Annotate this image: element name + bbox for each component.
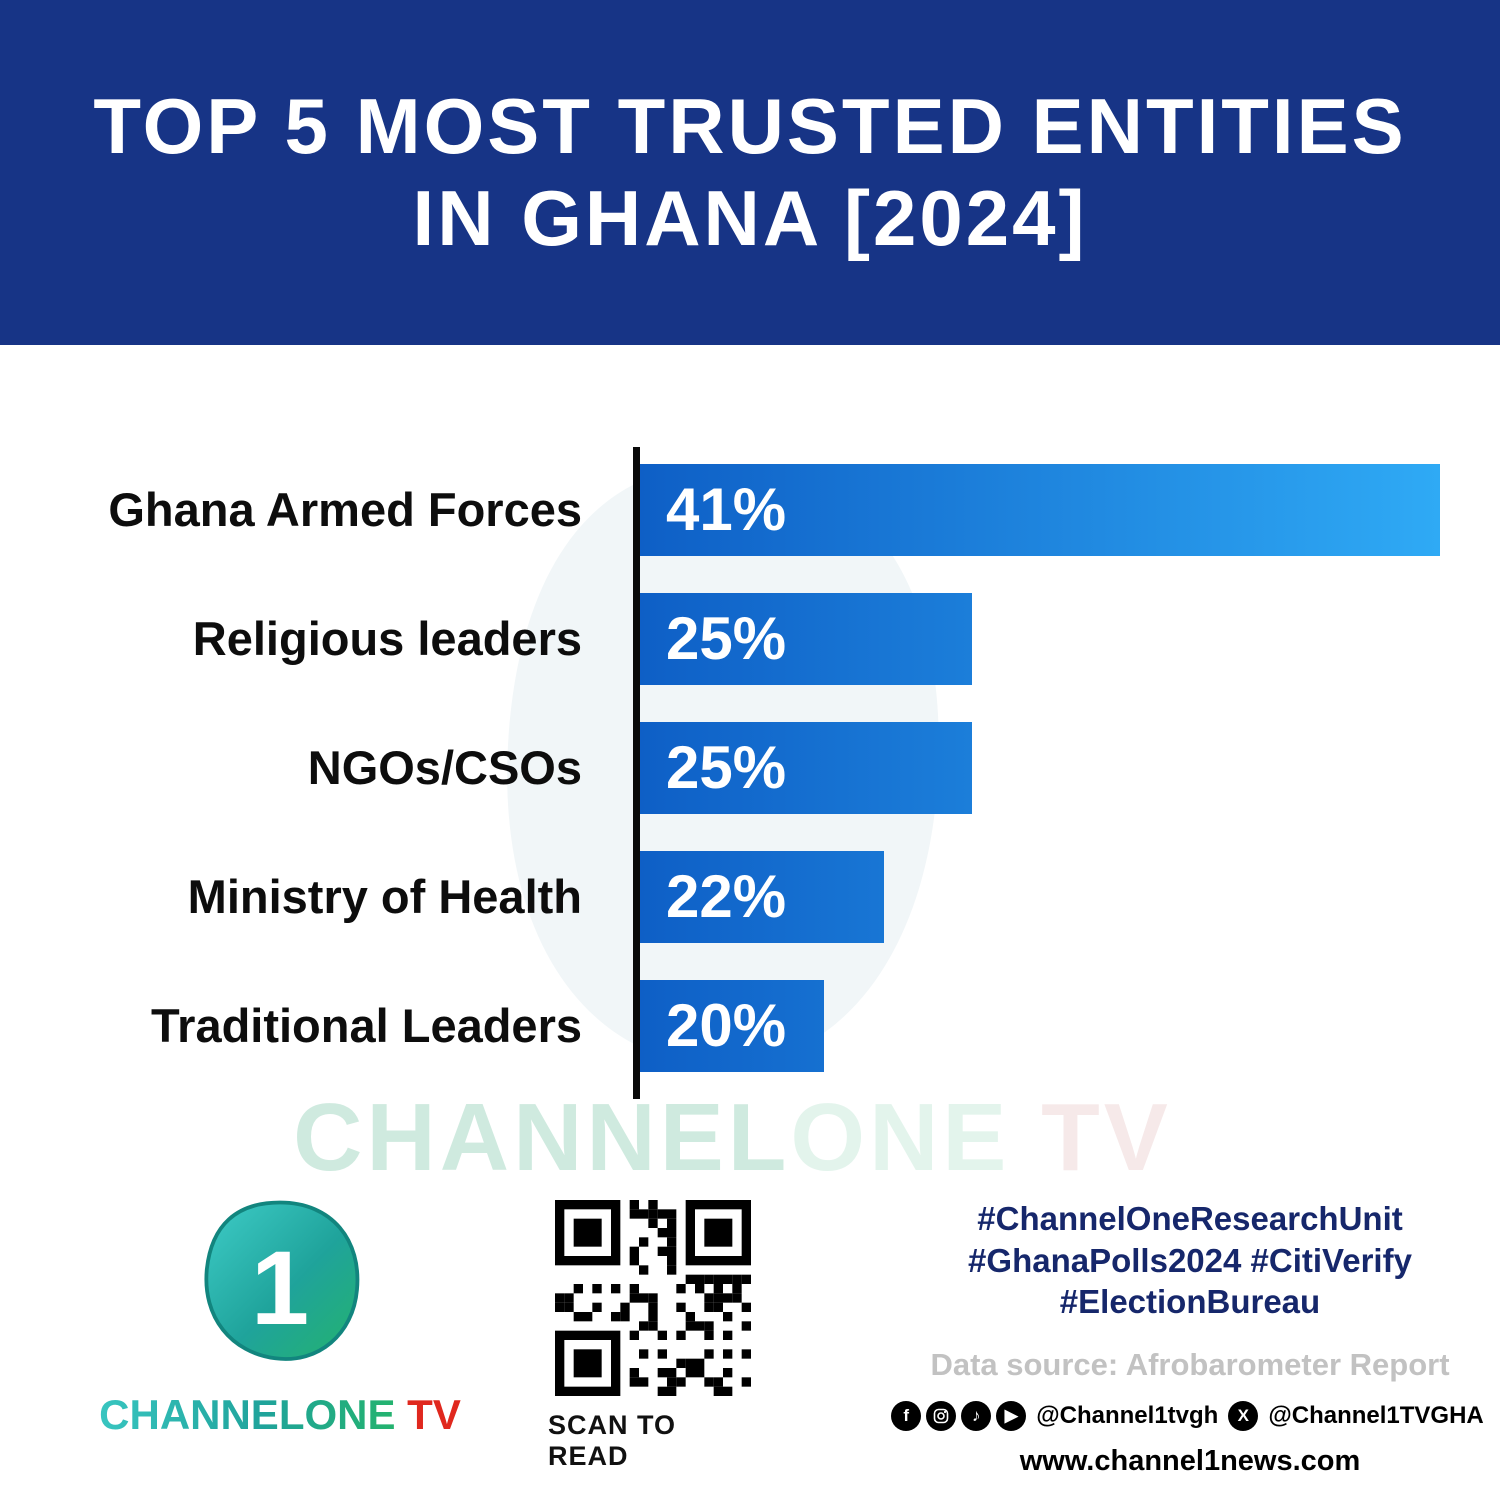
- header-banner: TOP 5 MOST TRUSTED ENTITIES IN GHANA [20…: [0, 0, 1500, 345]
- hashtag-line-1: #ChannelOneResearchUnit: [977, 1200, 1403, 1237]
- social-row: f ♪ ▶ @Channel1tvgh X @Channel1TVGHA: [891, 1400, 1484, 1431]
- logo-digit: 1: [251, 1230, 309, 1347]
- bar-ghana-armed-forces: 41%: [640, 463, 1440, 556]
- data-source-label: Data source: Afrobarometer Report: [930, 1346, 1450, 1382]
- logo-brand-name: CHANNELONE: [99, 1391, 396, 1438]
- channel-one-text-watermark: CHANNELONE TV: [293, 1083, 1172, 1193]
- x-icon: X: [1228, 1400, 1259, 1431]
- bar-value-label: 22%: [666, 863, 787, 930]
- category-label: Traditional Leaders: [151, 999, 582, 1052]
- tiktok-icon: ♪: [961, 1400, 992, 1431]
- instagram-icon: [926, 1400, 957, 1431]
- hashtag-line-2: #GhanaPolls2024 #CitiVerify: [968, 1241, 1412, 1279]
- qr-code-block: SCAN TO READ: [548, 1200, 758, 1472]
- hashtags-block: #ChannelOneResearchUnit #GhanaPolls2024 …: [905, 1198, 1475, 1323]
- bar-row: Ministry of Health 22%: [0, 832, 1440, 961]
- category-label: Ministry of Health: [187, 870, 582, 923]
- category-label: Religious leaders: [192, 612, 582, 665]
- channel-one-logo-mark: 1: [204, 1200, 360, 1361]
- bar-religious-leaders: 25%: [640, 592, 972, 685]
- channel-one-logo: 1 CHANNELONE TV: [99, 1193, 461, 1439]
- qr-code: [555, 1200, 751, 1396]
- category-label: NGOs/CSOs: [307, 741, 582, 794]
- facebook-icon: f: [891, 1400, 922, 1431]
- logo-brand-tv: TV: [395, 1391, 461, 1438]
- bar-chart: Ghana Armed Forces 41% Religious leaders…: [0, 445, 1440, 1090]
- category-label: Ghana Armed Forces: [108, 483, 582, 536]
- bar-value-label: 41%: [666, 476, 787, 543]
- page-title-line-1: TOP 5 MOST TRUSTED ENTITIES: [93, 82, 1407, 171]
- qr-caption: SCAN TO READ: [548, 1410, 677, 1471]
- bar-row: Traditional Leaders 20%: [0, 961, 1440, 1090]
- social-handle-2: @Channel1TVGHA: [1268, 1401, 1484, 1429]
- footer-right-column: #ChannelOneResearchUnit #GhanaPolls2024 …: [891, 1198, 1484, 1478]
- bar-value-label: 25%: [666, 734, 787, 801]
- bar-value-label: 25%: [666, 605, 787, 672]
- watermark-part-2: ONE: [790, 1084, 1011, 1191]
- bar-ngos-csos: 25%: [640, 721, 972, 814]
- bar-value-label: 20%: [666, 992, 787, 1059]
- page-title-line-2: IN GHANA [2024]: [412, 173, 1088, 262]
- watermark-part-1: CHANNEL: [293, 1084, 791, 1191]
- bar-row: Religious leaders 25%: [0, 574, 1440, 703]
- chart-axis-line: [633, 447, 640, 1099]
- logo-wordmark: CHANNELONE TV: [99, 1391, 461, 1439]
- bar-traditional-leaders: 20%: [640, 979, 824, 1072]
- youtube-icon: ▶: [996, 1400, 1027, 1431]
- bar-row: NGOs/CSOs 25%: [0, 703, 1440, 832]
- hashtag-line-3: #ElectionBureau: [1059, 1283, 1321, 1321]
- watermark-part-3: TV: [1010, 1084, 1172, 1191]
- bar-ministry-of-health: 22%: [640, 850, 884, 943]
- bar-row: Ghana Armed Forces 41%: [0, 445, 1440, 574]
- social-handle-1: @Channel1tvgh: [1036, 1401, 1219, 1429]
- website-url: www.channel1news.com: [1019, 1444, 1361, 1477]
